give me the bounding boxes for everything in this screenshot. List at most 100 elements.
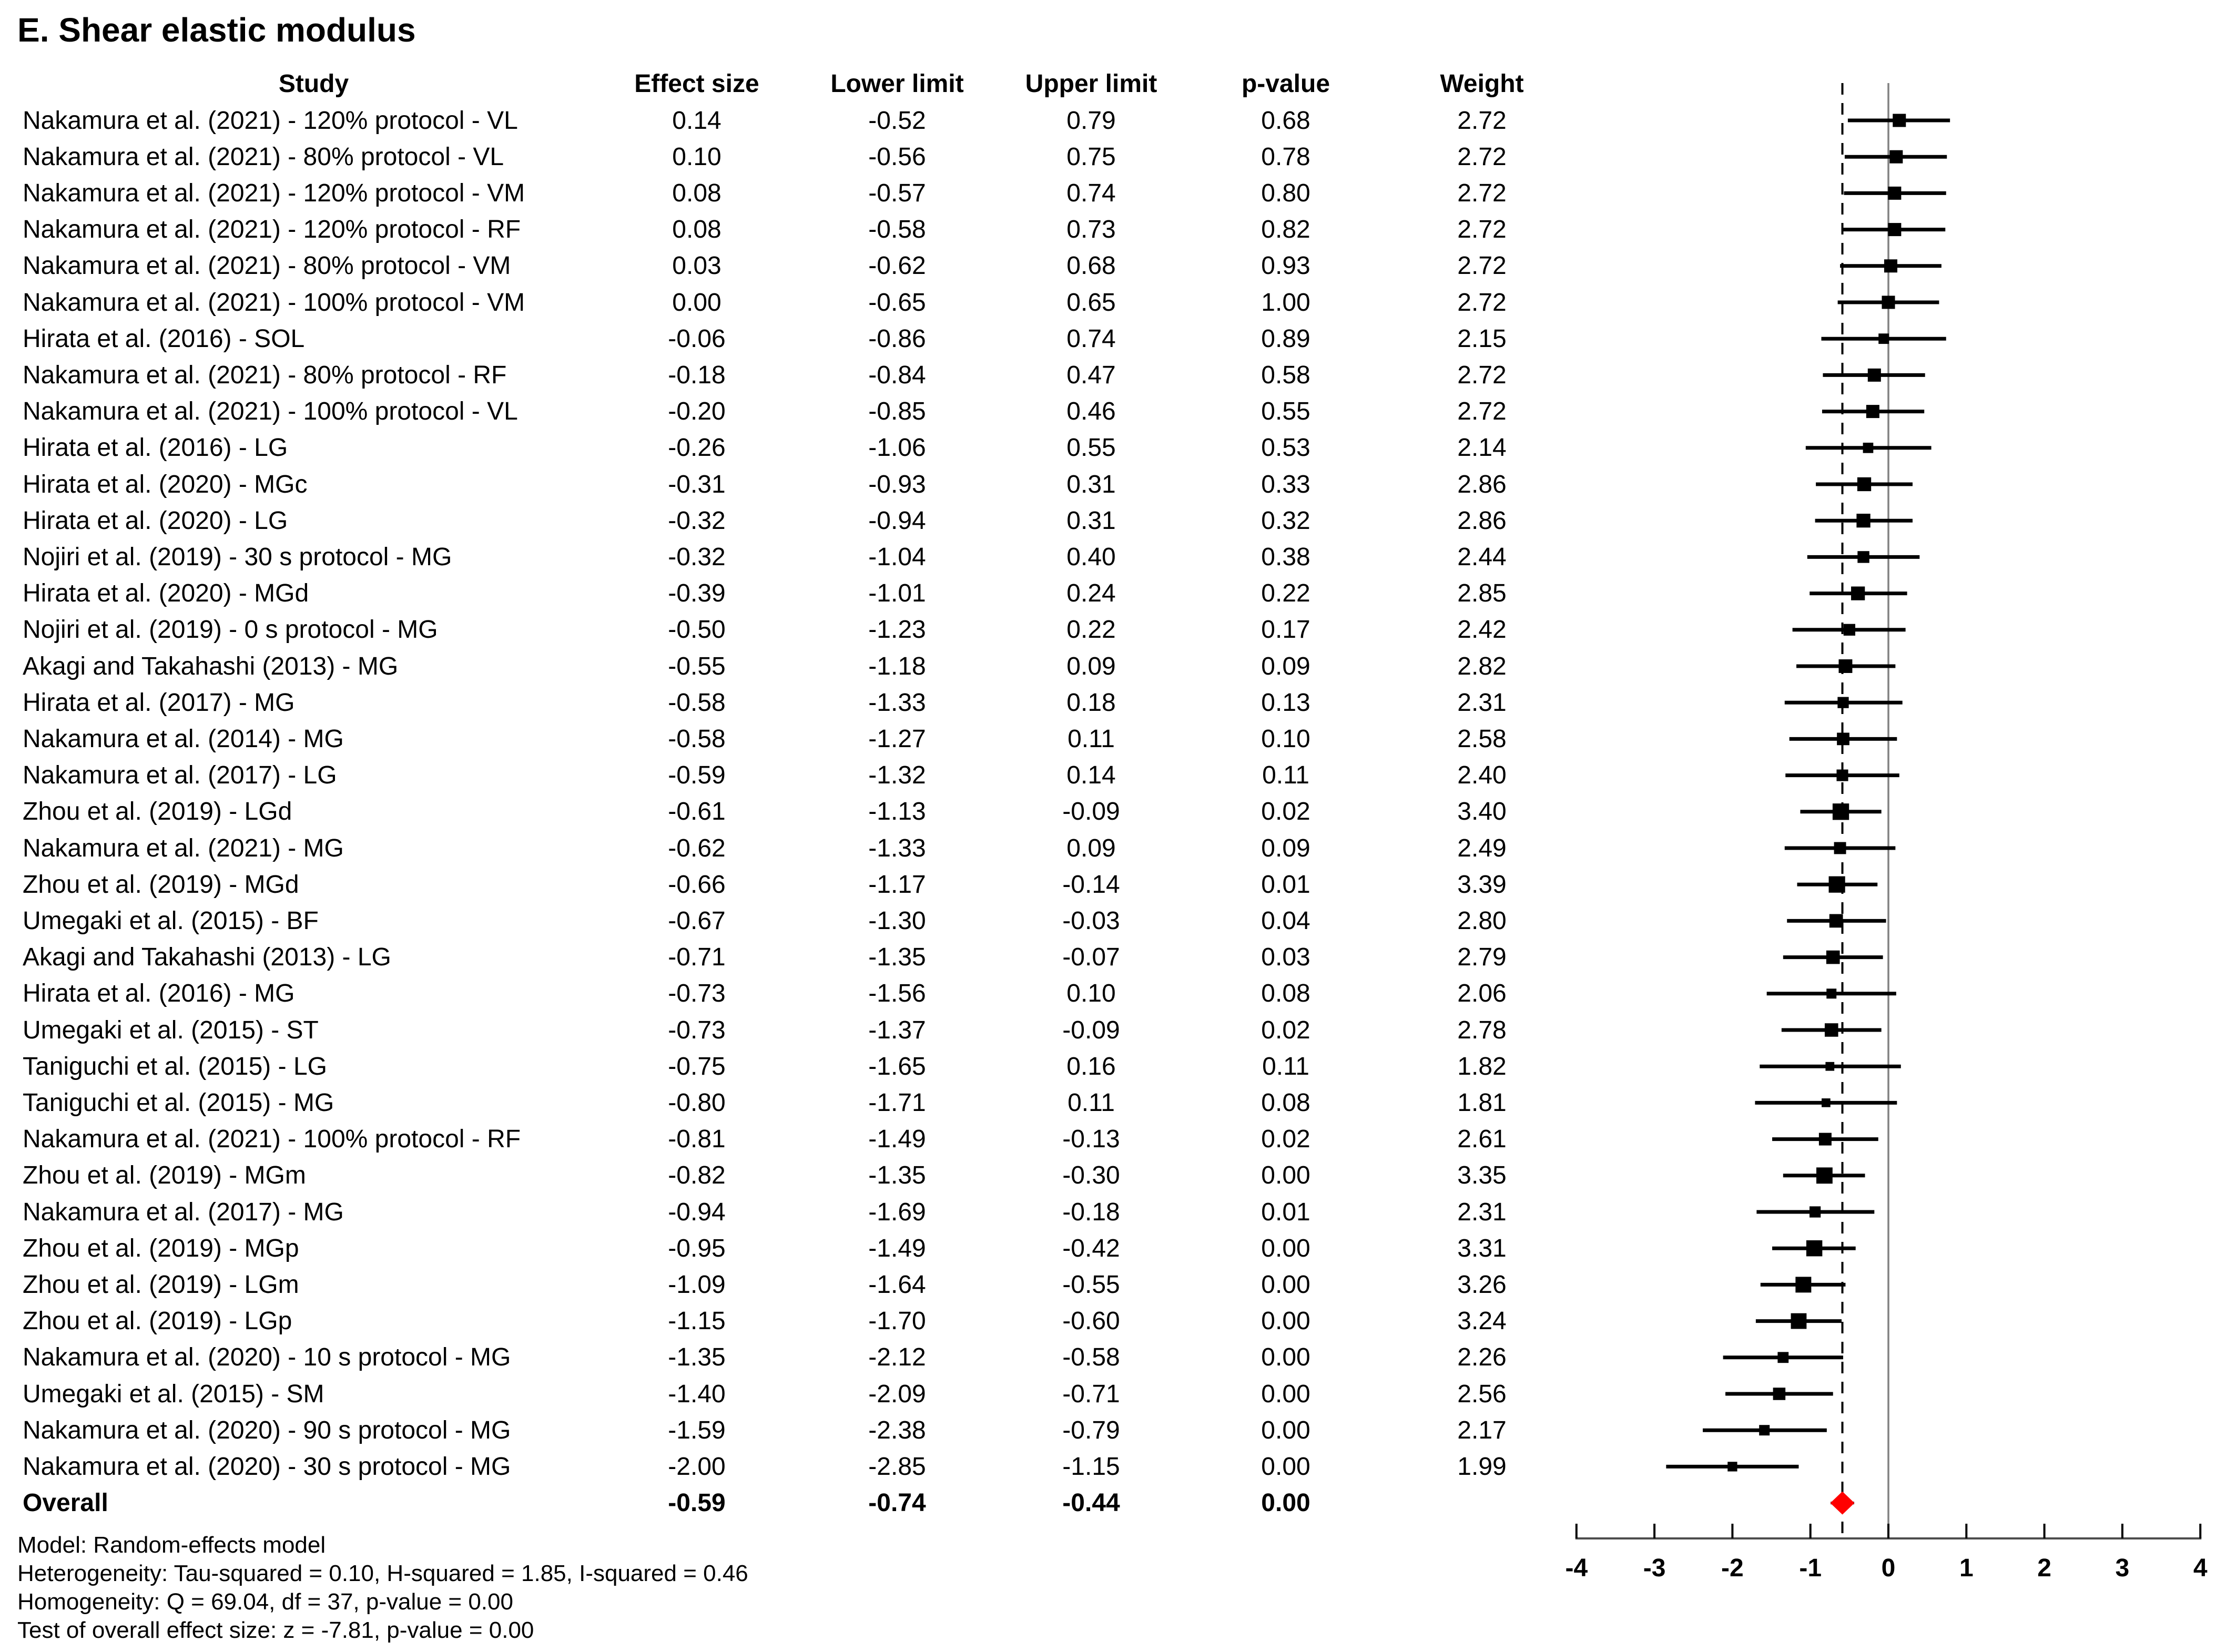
effect-size-cell: -0.18 [668, 361, 726, 389]
weight-cell: 2.79 [1457, 943, 1507, 972]
lower-limit-cell: -1.49 [868, 1125, 926, 1154]
study-name-cell: Nakamura et al. (2017) - LG [23, 761, 337, 790]
upper-limit-cell: -0.79 [1062, 1416, 1120, 1444]
weight-cell: 2.44 [1457, 543, 1507, 571]
effect-size-cell: -0.73 [668, 980, 726, 1008]
lower-limit-cell: -1.35 [868, 943, 926, 972]
study-name-cell: Akagi and Takahashi (2013) - LG [23, 943, 391, 972]
effect-marker [1759, 1425, 1770, 1436]
p-value-cell: 0.38 [1261, 543, 1310, 571]
upper-limit-cell: -0.13 [1062, 1125, 1120, 1154]
lower-limit-cell: -1.01 [868, 579, 926, 608]
effect-marker [1826, 988, 1837, 999]
effect-size-cell: 0.14 [672, 106, 721, 135]
study-name-cell: Zhou et al. (2019) - MGd [23, 870, 299, 899]
overall-diamond [1830, 1491, 1855, 1515]
study-name-cell: Nojiri et al. (2019) - 0 s protocol - MG [23, 616, 438, 644]
upper-limit-cell: -0.71 [1062, 1380, 1120, 1408]
p-value-cell: 0.33 [1261, 470, 1310, 498]
table-row: Hirata et al. (2016) - SOL -0.06 -0.86 0… [0, 321, 1578, 357]
p-value-cell: 0.17 [1261, 616, 1310, 644]
weight-cell: 1.82 [1457, 1052, 1507, 1080]
table-row: Nakamura et al. (2020) - 10 s protocol -… [0, 1339, 1578, 1375]
study-name-cell: Taniguchi et al. (2015) - LG [23, 1052, 327, 1080]
effect-marker [1791, 1313, 1807, 1329]
effect-marker [1834, 842, 1846, 854]
table-row: Nakamura et al. (2021) - MG -0.62 -1.33 … [0, 830, 1578, 866]
study-name-cell: Nakamura et al. (2021) - 100% protocol -… [23, 397, 518, 426]
effect-marker [1893, 114, 1906, 127]
lower-limit-cell: -2.09 [868, 1380, 926, 1408]
p-value-cell: 0.00 [1261, 1270, 1310, 1299]
upper-limit-cell: -0.07 [1062, 943, 1120, 972]
weight-cell: 2.85 [1457, 579, 1507, 608]
p-value-cell: 0.11 [1262, 1052, 1309, 1080]
table-row: Nakamura et al. (2021) - 100% protocol -… [0, 284, 1578, 321]
weight-cell: 2.82 [1457, 652, 1507, 680]
lower-limit-cell: -0.94 [868, 506, 926, 535]
effect-size-cell: -0.67 [668, 906, 726, 935]
table-row: Zhou et al. (2019) - MGd -0.66 -1.17 -0.… [0, 866, 1578, 903]
effect-size-cell: -0.61 [668, 798, 726, 826]
table-row: Nakamura et al. (2021) - 120% protocol -… [0, 103, 1578, 139]
study-name-cell: Hirata et al. (2017) - MG [23, 688, 295, 717]
lower-limit-cell: -1.35 [868, 1161, 926, 1190]
lower-limit-cell: -0.56 [868, 142, 926, 171]
upper-limit-cell: 0.31 [1066, 470, 1116, 498]
upper-limit-cell: 0.11 [1068, 725, 1115, 753]
p-value-cell: 0.00 [1261, 1343, 1310, 1372]
effect-size-cell: -1.35 [668, 1343, 726, 1372]
axis-tick-label: -2 [1721, 1554, 1744, 1582]
study-name-cell: Overall [23, 1489, 108, 1517]
effect-size-cell: -0.39 [668, 579, 726, 608]
lower-limit-cell: -1.33 [868, 688, 926, 717]
study-name-cell: Nakamura et al. (2021) - 120% protocol -… [23, 216, 521, 244]
effect-size-cell: 0.08 [672, 216, 721, 244]
effect-size-cell: -0.73 [668, 1016, 726, 1044]
p-value-cell: 0.02 [1261, 1016, 1310, 1044]
axis-tick-label: -4 [1565, 1554, 1588, 1582]
effect-marker [1843, 624, 1855, 636]
upper-limit-cell: 0.75 [1066, 142, 1116, 171]
upper-limit-cell: 0.55 [1066, 434, 1116, 462]
effect-marker [1836, 769, 1848, 781]
p-value-cell: 0.02 [1261, 798, 1310, 826]
upper-limit-cell: 0.68 [1066, 252, 1116, 280]
axis-tick-label: -3 [1643, 1554, 1666, 1582]
weight-cell: 2.72 [1457, 252, 1507, 280]
p-value-cell: 0.02 [1261, 1125, 1310, 1154]
lower-limit-cell: -0.65 [868, 288, 926, 317]
weight-cell: 2.72 [1457, 397, 1507, 426]
p-value-cell: 0.32 [1261, 506, 1310, 535]
upper-limit-cell: -0.42 [1062, 1234, 1120, 1262]
lower-limit-cell: -2.85 [868, 1452, 926, 1481]
table-row: Akagi and Takahashi (2013) - LG -0.71 -1… [0, 939, 1578, 975]
upper-limit-cell: 0.46 [1066, 397, 1116, 426]
effect-size-cell: -1.09 [668, 1270, 726, 1299]
footnote-line: Homogeneity: Q = 69.04, df = 37, p-value… [17, 1589, 513, 1615]
p-value-cell: 0.10 [1261, 725, 1310, 753]
table-row: Nakamura et al. (2021) - 100% protocol -… [0, 1121, 1578, 1157]
table-row: Hirata et al. (2020) - MGc -0.31 -0.93 0… [0, 466, 1578, 503]
study-name-cell: Akagi and Takahashi (2013) - MG [23, 652, 399, 680]
upper-limit-cell: -0.58 [1062, 1343, 1120, 1372]
p-value-cell: 0.80 [1261, 179, 1310, 207]
weight-cell: 3.35 [1457, 1161, 1507, 1190]
effect-size-cell: -1.59 [668, 1416, 726, 1444]
p-value-cell: 1.00 [1261, 288, 1310, 317]
weight-cell: 1.99 [1457, 1452, 1507, 1481]
study-name-cell: Nakamura et al. (2021) - 120% protocol -… [23, 179, 525, 207]
study-name-cell: Hirata et al. (2016) - LG [23, 434, 288, 462]
weight-cell: 3.31 [1457, 1234, 1507, 1262]
effect-marker [1882, 295, 1895, 309]
p-value-cell: 0.11 [1262, 761, 1309, 790]
lower-limit-cell: -1.64 [868, 1270, 926, 1299]
weight-cell: 2.72 [1457, 288, 1507, 317]
study-name-cell: Hirata et al. (2020) - MGc [23, 470, 308, 498]
p-value-cell: 0.00 [1261, 1234, 1310, 1262]
weight-cell: 2.31 [1457, 688, 1507, 717]
column-header-lower: Lower limit [830, 70, 964, 98]
weight-cell: 2.72 [1457, 216, 1507, 244]
lower-limit-cell: -1.37 [868, 1016, 926, 1044]
